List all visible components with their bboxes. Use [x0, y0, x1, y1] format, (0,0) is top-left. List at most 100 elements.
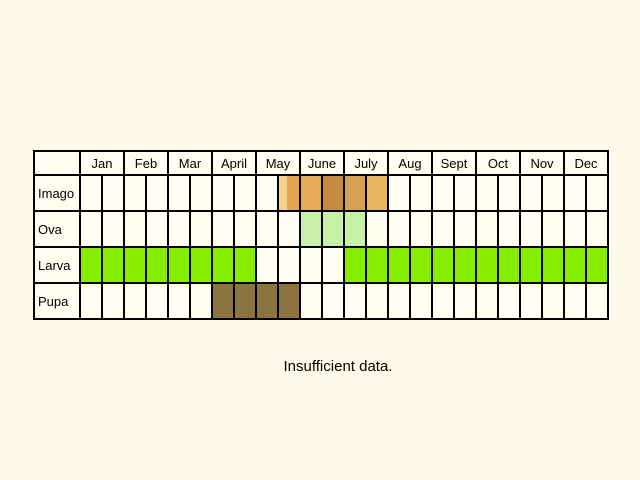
period-cell — [255, 174, 279, 212]
period-cell — [453, 210, 477, 248]
period-cell — [563, 246, 587, 284]
period-cell — [409, 282, 433, 320]
period-cell — [585, 246, 609, 284]
period-cell — [431, 282, 455, 320]
period-cell — [211, 210, 235, 248]
month-header-nov: Nov — [519, 150, 565, 176]
period-cell — [277, 282, 301, 320]
month-header-row: Jan Feb Mar April May June July Aug Sept Oct Nov De… — [33, 150, 609, 176]
period-cell — [475, 282, 499, 320]
month-header-dec: Dec — [563, 150, 609, 176]
period-cell — [563, 210, 587, 248]
period-cell — [475, 174, 499, 212]
period-cell — [211, 282, 235, 320]
month-header-june: June — [299, 150, 345, 176]
period-cell — [211, 246, 235, 284]
period-cell — [277, 174, 301, 212]
period-cell — [145, 210, 169, 248]
period-cell — [299, 246, 323, 284]
month-header-may: May — [255, 150, 301, 176]
period-cell — [189, 174, 213, 212]
period-cell — [123, 174, 147, 212]
period-cell — [167, 246, 191, 284]
period-cell — [541, 210, 565, 248]
period-cell — [387, 246, 411, 284]
period-cell — [387, 174, 411, 212]
period-cell — [585, 282, 609, 320]
period-cell — [497, 282, 521, 320]
period-cell — [585, 174, 609, 212]
period-cell — [79, 246, 103, 284]
period-cell — [497, 210, 521, 248]
period-cell — [365, 246, 389, 284]
period-cell — [343, 174, 367, 212]
period-cell — [409, 246, 433, 284]
insufficient-data-note: Insufficient data. — [283, 358, 393, 375]
period-cell — [343, 282, 367, 320]
period-cell — [189, 246, 213, 284]
month-header-aug: Aug — [387, 150, 433, 176]
stage-row-larva: Larva — [33, 246, 609, 284]
corner-cell — [33, 150, 81, 176]
period-cell — [321, 246, 345, 284]
period-cell — [123, 246, 147, 284]
period-cell — [123, 210, 147, 248]
period-cell — [321, 210, 345, 248]
period-cell — [299, 174, 323, 212]
period-cell — [343, 246, 367, 284]
month-header-july: July — [343, 150, 389, 176]
period-cell — [365, 210, 389, 248]
period-cell — [79, 210, 103, 248]
period-cell — [299, 282, 323, 320]
period-cell — [101, 174, 125, 212]
period-cell — [387, 210, 411, 248]
period-cell — [519, 174, 543, 212]
period-cell — [299, 210, 323, 248]
period-cell — [79, 174, 103, 212]
stage-row-ova: Ova — [33, 210, 609, 248]
period-cell — [541, 246, 565, 284]
period-cell — [321, 174, 345, 212]
month-header-jan: Jan — [79, 150, 125, 176]
period-cell — [167, 282, 191, 320]
phenology-body: Jan Feb Mar April May June July Aug Sept Oct Nov De… — [33, 150, 609, 320]
period-cell — [497, 246, 521, 284]
period-cell — [475, 246, 499, 284]
period-cell — [277, 210, 301, 248]
period-cell — [431, 210, 455, 248]
period-cell — [233, 282, 257, 320]
period-cell — [475, 210, 499, 248]
stage-label: Imago — [33, 174, 81, 212]
period-cell — [453, 174, 477, 212]
period-cell — [365, 282, 389, 320]
period-cell — [519, 246, 543, 284]
period-cell — [79, 282, 103, 320]
period-cell — [409, 210, 433, 248]
stage-label: Larva — [33, 246, 81, 284]
period-cell — [453, 282, 477, 320]
stage-row-pupa: Pupa — [33, 282, 609, 320]
period-cell — [563, 282, 587, 320]
period-cell — [321, 282, 345, 320]
phenology-chart: Jan Feb Mar April May June July Aug Sept Oct Nov De… — [33, 150, 609, 320]
period-cell — [453, 246, 477, 284]
period-cell — [167, 210, 191, 248]
period-cell — [431, 246, 455, 284]
period-cell — [233, 174, 257, 212]
period-cell — [101, 282, 125, 320]
period-cell — [101, 246, 125, 284]
month-header-oct: Oct — [475, 150, 521, 176]
period-cell — [541, 282, 565, 320]
stage-row-imago: Imago — [33, 174, 609, 212]
period-cell — [277, 246, 301, 284]
month-header-mar: Mar — [167, 150, 213, 176]
month-header-sept: Sept — [431, 150, 477, 176]
period-cell — [365, 174, 389, 212]
month-header-april: April — [211, 150, 257, 176]
period-cell — [255, 282, 279, 320]
period-cell — [563, 174, 587, 212]
period-cell — [145, 246, 169, 284]
period-cell — [497, 174, 521, 212]
period-cell — [189, 282, 213, 320]
period-cell — [409, 174, 433, 212]
